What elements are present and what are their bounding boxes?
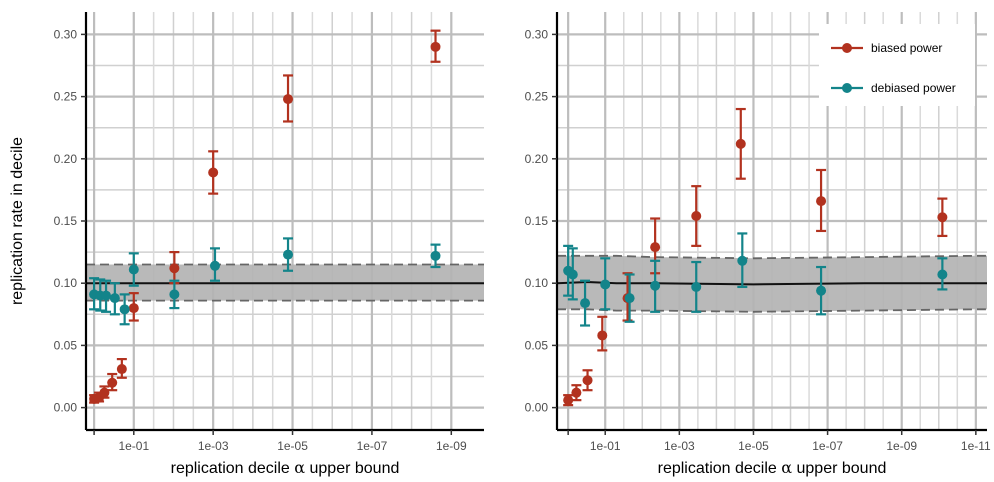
x-tick-label: 1e-11 bbox=[961, 439, 991, 453]
y-tick-label: 0.20 bbox=[525, 152, 549, 166]
y-tick-label: 0.15 bbox=[525, 214, 549, 228]
data-point bbox=[650, 280, 661, 291]
data-point bbox=[107, 377, 118, 388]
data-point bbox=[691, 211, 702, 222]
x-tick-label: 1e-09 bbox=[436, 439, 467, 453]
series-biased-power bbox=[89, 29, 441, 404]
x-tick-label: 1e-03 bbox=[664, 439, 695, 453]
data-point bbox=[580, 298, 591, 309]
data-point bbox=[283, 249, 294, 260]
data-point bbox=[624, 293, 635, 304]
x-tick-label: 1e-09 bbox=[886, 439, 917, 453]
data-point bbox=[937, 212, 948, 223]
y-tick-label: 0.30 bbox=[525, 27, 549, 41]
data-point bbox=[119, 304, 130, 315]
data-point bbox=[567, 269, 578, 280]
y-tick-label: 0.00 bbox=[54, 401, 78, 415]
legend-swatch-point bbox=[842, 83, 852, 93]
x-tick-label: 1e-05 bbox=[277, 439, 308, 453]
band-lower-dashed-line bbox=[557, 308, 987, 313]
y-tick-label: 0.20 bbox=[54, 152, 78, 166]
y-tick-label: 0.25 bbox=[525, 90, 549, 104]
data-point bbox=[283, 94, 294, 105]
data-point bbox=[128, 303, 139, 314]
y-tick-label: 0.10 bbox=[525, 276, 549, 290]
right-panel: 0.00 0.05 0.10 0.15 0.20 0.25 0.30 1e-01 1e-03 1e… bbox=[525, 12, 991, 477]
data-point bbox=[169, 289, 180, 300]
x-axis-title: replication decile α upper bound bbox=[171, 458, 400, 477]
x-tick-label: 1e-01 bbox=[590, 439, 621, 453]
y-tick-label: 0.15 bbox=[54, 214, 78, 228]
y-tick-label: 0.30 bbox=[54, 27, 78, 41]
data-point bbox=[430, 250, 441, 261]
data-point bbox=[571, 387, 582, 398]
x-tick-label: 1e-05 bbox=[738, 439, 769, 453]
y-tick-label: 0.00 bbox=[525, 401, 549, 415]
data-point bbox=[816, 285, 827, 296]
series-debiased-power bbox=[89, 237, 441, 326]
data-point bbox=[109, 293, 120, 304]
y-tick-label: 0.25 bbox=[54, 90, 78, 104]
data-point bbox=[735, 138, 746, 149]
data-point bbox=[582, 375, 593, 386]
legend-swatch-point bbox=[842, 43, 852, 53]
data-point bbox=[430, 41, 441, 52]
data-point bbox=[209, 260, 220, 271]
legend-label: debiased power bbox=[871, 81, 956, 95]
data-point bbox=[101, 290, 112, 301]
data-point bbox=[116, 364, 127, 375]
y-tick-label: 0.05 bbox=[54, 338, 78, 352]
x-tick-label: 1e-01 bbox=[118, 439, 149, 453]
x-tick-label: 1e-07 bbox=[812, 439, 843, 453]
data-point bbox=[737, 255, 748, 266]
x-tick-label: 1e-07 bbox=[357, 439, 388, 453]
data-point bbox=[128, 264, 139, 275]
data-point bbox=[600, 279, 611, 290]
band-center-line bbox=[556, 280, 987, 286]
y-axis-title: replication rate in decile bbox=[9, 137, 26, 305]
data-point bbox=[99, 387, 110, 398]
legend-label: biased power bbox=[871, 41, 942, 55]
band-upper-dashed-line bbox=[557, 254, 987, 260]
x-tick-label: 1e-03 bbox=[198, 439, 229, 453]
data-point bbox=[691, 281, 702, 292]
data-point bbox=[169, 263, 180, 274]
data-point bbox=[208, 167, 219, 178]
x-axis-title: replication decile α upper bound bbox=[658, 458, 887, 477]
left-panel: 0.00 0.05 0.10 0.15 0.20 0.25 0.30 1e-01 1e-03 1e… bbox=[9, 12, 484, 477]
data-point bbox=[937, 269, 948, 280]
data-point bbox=[650, 242, 661, 253]
y-tick-label: 0.05 bbox=[525, 338, 549, 352]
legend: biased power debiased power bbox=[819, 24, 975, 106]
data-point bbox=[563, 395, 574, 406]
data-point bbox=[597, 330, 608, 341]
series-debiased-power bbox=[563, 232, 948, 327]
y-tick-label: 0.10 bbox=[54, 276, 78, 290]
data-point bbox=[816, 196, 827, 207]
